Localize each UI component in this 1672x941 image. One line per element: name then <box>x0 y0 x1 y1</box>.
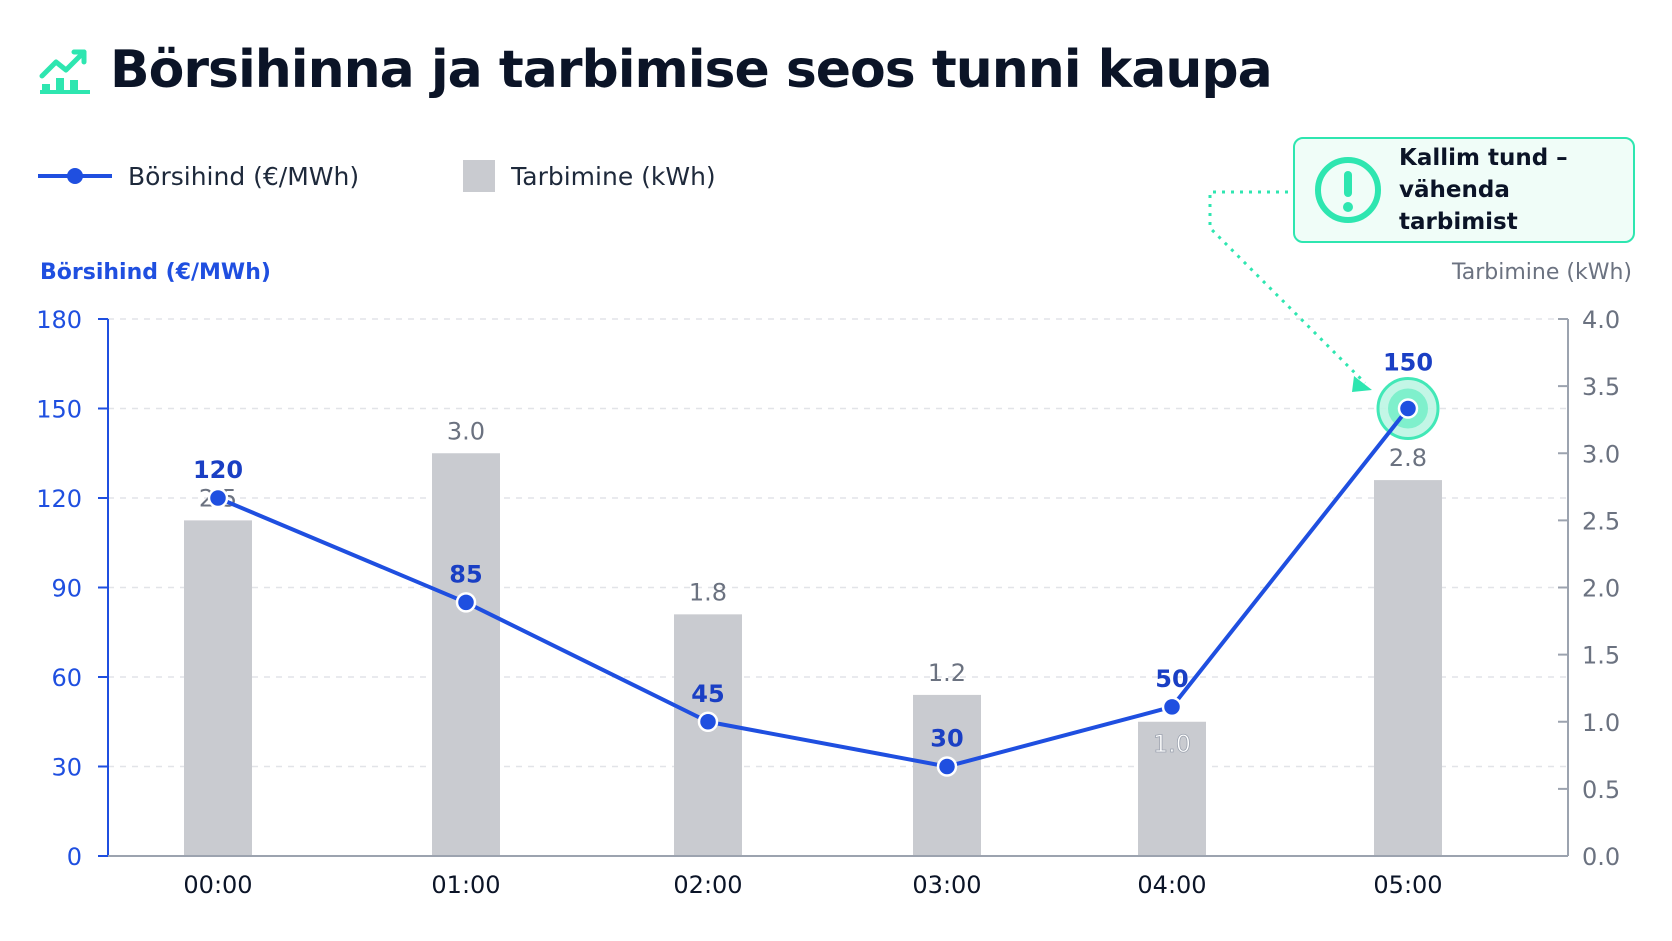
bar-value-label: 1.2 <box>928 659 966 687</box>
x-tick-label: 03:00 <box>912 871 981 899</box>
x-tick-label: 04:00 <box>1137 871 1206 899</box>
right-tick-label: 1.0 <box>1582 709 1620 737</box>
peak-hour-callout: Kallim tund – vähenda tarbimist <box>1293 137 1635 243</box>
legend-box-marker <box>463 160 496 192</box>
price-value-label: 30 <box>930 725 963 753</box>
right-axis-title: Tarbimine (kWh) <box>1451 260 1632 285</box>
legend-item-consumption: Tarbimine (kWh) <box>359 160 716 192</box>
right-tick-label: 2.0 <box>1582 575 1620 603</box>
right-tick-label: 1.5 <box>1582 642 1620 670</box>
alert-circle-icon <box>1315 157 1381 223</box>
price-value-label: 85 <box>449 560 482 588</box>
left-tick-label: 90 <box>51 575 82 603</box>
left-tick-label: 120 <box>36 485 82 513</box>
bar-02:00 <box>674 614 742 856</box>
x-tick-label: 02:00 <box>673 871 742 899</box>
left-tick-label: 180 <box>36 306 82 334</box>
price-value-label: 45 <box>691 680 724 708</box>
bar-value-label: 1.8 <box>689 578 727 606</box>
trend-chart-icon <box>39 49 90 94</box>
right-tick-label: 3.5 <box>1582 373 1620 401</box>
x-tick-label: 00:00 <box>183 871 252 899</box>
price-value-label: 150 <box>1383 349 1433 377</box>
price-point-02:00 <box>697 711 719 732</box>
right-tick-label: 3.0 <box>1582 440 1620 468</box>
x-tick-label: 05:00 <box>1373 871 1442 899</box>
chart-title: Börsihinna ja tarbimise seos tunni kaupa <box>110 40 1273 100</box>
left-tick-label: 30 <box>51 754 82 782</box>
x-tick-label: 01:00 <box>431 871 500 899</box>
legend-line-marker <box>38 168 112 184</box>
price-point-00:00 <box>207 487 229 509</box>
left-tick-label: 60 <box>51 664 82 692</box>
price-value-label: 120 <box>193 456 243 484</box>
price-point-03:00 <box>936 756 958 777</box>
bar-value-label: 1.0 <box>1153 730 1191 758</box>
left-tick-label: 0 <box>67 843 82 871</box>
bar-00:00 <box>184 520 252 856</box>
bar-04:00 <box>1138 721 1206 856</box>
legend-item-price: Börsihind (€/MWh) <box>38 162 359 191</box>
price-point-01:00 <box>455 592 477 613</box>
bar-01:00 <box>432 453 500 856</box>
callout-text: Kallim tund – vähenda tarbimist <box>1399 145 1568 235</box>
right-tick-label: 0.5 <box>1582 776 1620 804</box>
callout-arrowhead <box>1352 376 1372 392</box>
right-tick-label: 2.5 <box>1582 507 1620 535</box>
left-axis-title: Börsihind (€/MWh) <box>40 260 271 285</box>
price-value-label: 50 <box>1155 665 1188 693</box>
bar-value-label: 2.8 <box>1389 444 1427 472</box>
left-tick-label: 150 <box>36 396 82 424</box>
chart-legend: Börsihind (€/MWh) Tarbimine (kWh) <box>38 160 716 192</box>
legend-label-price: Börsihind (€/MWh) <box>128 161 360 191</box>
chart-header: Börsihinna ja tarbimise seos tunni kaupa <box>38 40 1273 100</box>
price-line <box>217 407 1410 769</box>
callout-connector <box>1208 190 1367 385</box>
legend-label-consumption: Tarbimine (kWh) <box>511 161 716 191</box>
price-point-05:00 <box>1397 398 1419 419</box>
bar-value-label: 3.0 <box>447 417 485 445</box>
price-point-04:00 <box>1161 696 1183 718</box>
right-tick-label: 4.0 <box>1582 306 1620 334</box>
bar-05:00 <box>1374 480 1442 856</box>
right-tick-label: 0.0 <box>1582 843 1620 871</box>
